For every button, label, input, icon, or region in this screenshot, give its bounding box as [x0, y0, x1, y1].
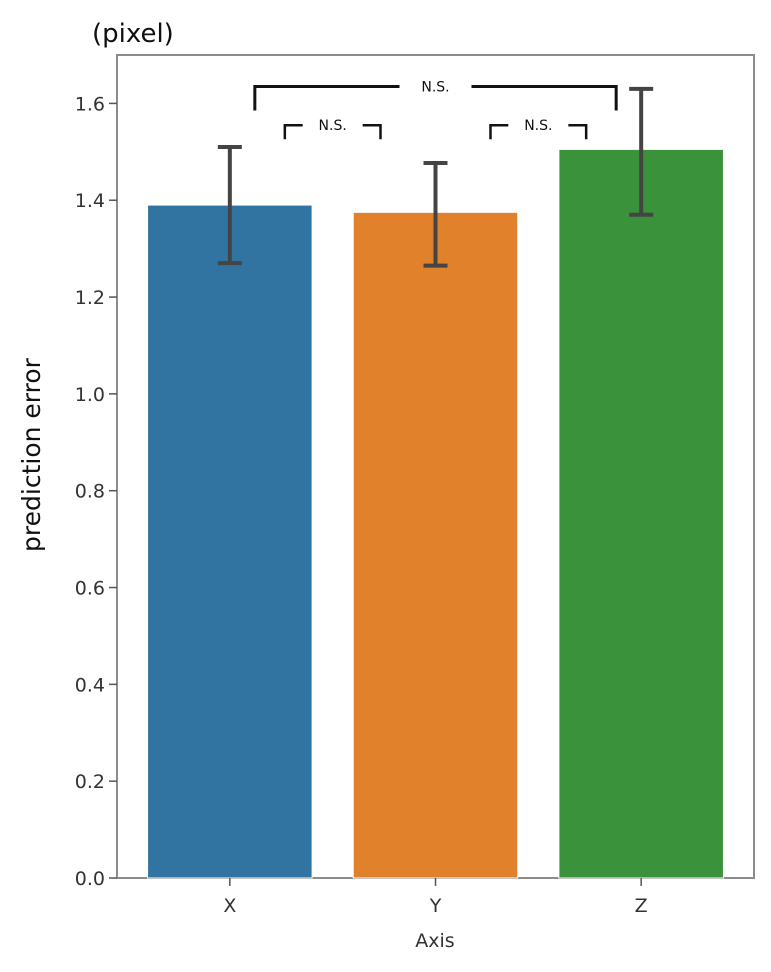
- x-tick-label: Y: [429, 895, 442, 917]
- significance-bracket: N.S.: [489, 118, 588, 140]
- y-tick-label: 0.4: [75, 674, 105, 696]
- y-tick-label: 1.6: [75, 93, 105, 115]
- y-tick-label: 1.4: [75, 190, 105, 212]
- x-tick-label: X: [223, 895, 236, 917]
- y-tick-label: 1.2: [75, 287, 105, 309]
- x-axis-title: Axis: [415, 930, 454, 952]
- y-tick-label: 0.0: [75, 868, 105, 890]
- significance-bracket: N.S.: [283, 118, 382, 140]
- bar-x: [147, 204, 313, 879]
- bar-z: [558, 148, 724, 879]
- y-tick-label: 0.2: [75, 771, 105, 793]
- bar-y: [352, 211, 519, 879]
- significance-label: N.S.: [524, 118, 552, 134]
- significance-brackets: N.S. N.S. N.S.: [253, 79, 618, 140]
- y-axis-title: prediction error: [17, 357, 46, 552]
- x-axis: X Y Z: [223, 878, 648, 917]
- error-bars: [217, 86, 654, 268]
- error-bar-y: [423, 160, 448, 268]
- y-tick-label: 0.8: [75, 481, 105, 503]
- unit-label: (pixel): [92, 19, 174, 49]
- significance-bracket: N.S.: [253, 79, 618, 111]
- error-bar-x: [217, 144, 242, 266]
- y-tick-label: 1.0: [75, 384, 105, 406]
- y-axis: 0.0 0.2 0.4 0.6 0.8 1.0 1.2 1.4 1.6: [75, 93, 117, 890]
- significance-label: N.S.: [421, 79, 449, 95]
- error-bar-z: [629, 86, 654, 217]
- significance-label: N.S.: [319, 118, 347, 134]
- y-tick-label: 0.6: [75, 578, 105, 600]
- x-tick-label: Z: [635, 895, 648, 917]
